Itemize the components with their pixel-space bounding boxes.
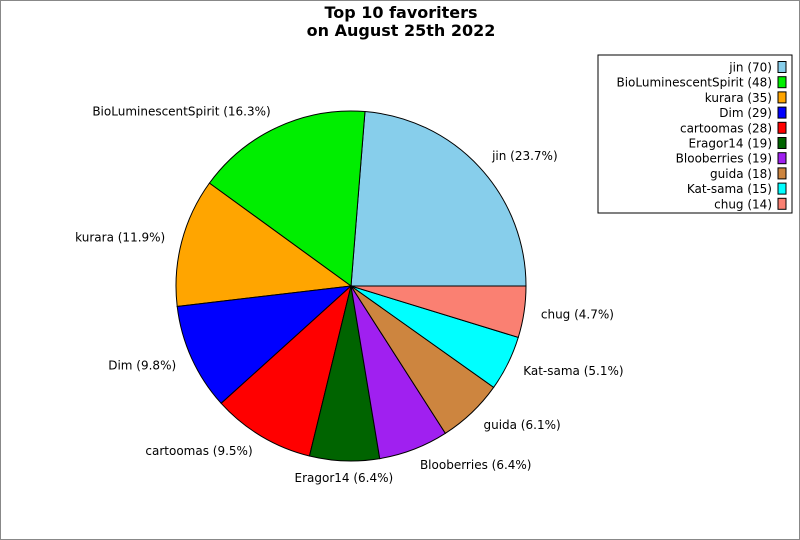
legend-swatch — [777, 91, 787, 104]
legend-label: cartoomas (28) — [680, 121, 772, 135]
legend-swatch — [777, 121, 787, 134]
pie-slice-kurara — [175, 182, 353, 308]
slice-label: jin (23.7%) — [491, 149, 558, 163]
slice-label: Dim (9.8%) — [108, 358, 176, 372]
pie-slice-cartoomas — [220, 284, 352, 457]
legend-swatch — [777, 167, 787, 180]
pie-slice-chug — [350, 285, 527, 339]
legend-label: guida (18) — [710, 167, 772, 181]
chart-title-line-1: Top 10 favoriters — [324, 3, 477, 22]
legend-label: jin (70) — [728, 61, 772, 75]
legend-label: Kat-sama (15) — [687, 182, 772, 196]
legend-swatch — [777, 106, 787, 119]
legend-label: chug (14) — [714, 197, 772, 211]
legend-label: Blooberries (19) — [676, 152, 772, 166]
legend-swatch — [777, 76, 787, 89]
legend-label: kurara (35) — [705, 91, 772, 105]
slice-label: chug (4.7%) — [541, 308, 614, 322]
legend-label: Dim (29) — [719, 106, 772, 120]
legend-swatch — [777, 197, 787, 210]
slice-label: BioLuminescentSpirit (16.3%) — [92, 105, 270, 119]
slice-label: Kat-sama (5.1%) — [523, 364, 623, 378]
pie-slice-dim — [176, 285, 353, 405]
legend-label: Eragor14 (19) — [689, 137, 772, 151]
pie-slice-jin — [350, 111, 527, 287]
chart-title-line-2: on August 25th 2022 — [307, 21, 496, 40]
legend-label: BioLuminescentSpirit (48) — [616, 76, 772, 90]
pie-slice-bioluminescentspirit — [208, 110, 366, 287]
legend-swatch — [777, 61, 787, 73]
slice-label: guida (6.1%) — [483, 418, 560, 432]
slice-label: cartoomas (9.5%) — [145, 444, 252, 458]
legend-swatch — [777, 137, 787, 149]
legend-swatch — [777, 182, 787, 195]
slice-label: Eragor14 (6.4%) — [294, 471, 393, 485]
slice-label: kurara (11.9%) — [75, 230, 165, 244]
legend-box — [597, 54, 793, 214]
legend-swatch — [777, 152, 787, 165]
slice-label: Blooberries (6.4%) — [420, 458, 532, 472]
